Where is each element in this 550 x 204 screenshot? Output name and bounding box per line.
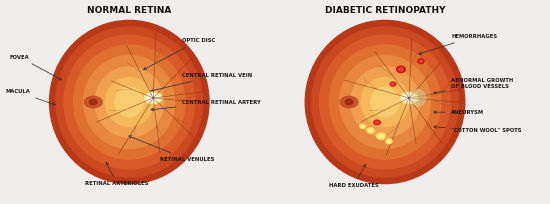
Text: OPTIC DISC: OPTIC DISC	[144, 38, 214, 70]
Text: NORMAL RETINA: NORMAL RETINA	[87, 6, 172, 15]
Ellipse shape	[74, 45, 185, 159]
Text: HEMORRHAGES: HEMORRHAGES	[419, 34, 497, 54]
Text: RETINAL VENULES: RETINAL VENULES	[129, 136, 214, 162]
Ellipse shape	[106, 78, 153, 126]
Ellipse shape	[369, 129, 372, 132]
Ellipse shape	[345, 99, 353, 105]
Ellipse shape	[392, 83, 394, 85]
Ellipse shape	[305, 20, 465, 184]
Ellipse shape	[150, 96, 156, 100]
Ellipse shape	[351, 67, 419, 137]
Ellipse shape	[390, 82, 396, 86]
Ellipse shape	[417, 59, 424, 64]
Ellipse shape	[400, 92, 417, 104]
Text: CENTRAL RETINAL VEIN: CENTRAL RETINAL VEIN	[151, 73, 252, 92]
Ellipse shape	[374, 120, 380, 125]
Ellipse shape	[115, 87, 144, 117]
Ellipse shape	[376, 121, 378, 124]
Text: ABNORMAL GROWTH
OF BLOOD VESSELS: ABNORMAL GROWTH OF BLOOD VESSELS	[433, 78, 513, 94]
Ellipse shape	[147, 94, 159, 102]
Ellipse shape	[89, 99, 97, 105]
Ellipse shape	[379, 135, 383, 138]
Ellipse shape	[360, 124, 365, 129]
Ellipse shape	[85, 96, 102, 108]
Ellipse shape	[84, 55, 175, 149]
Ellipse shape	[367, 128, 374, 133]
Text: DIABETIC RETINOPATHY: DIABETIC RETINOPATHY	[324, 6, 446, 15]
Ellipse shape	[387, 140, 390, 142]
Ellipse shape	[361, 125, 364, 128]
Ellipse shape	[145, 92, 162, 104]
Text: MACULA: MACULA	[6, 89, 56, 105]
Ellipse shape	[50, 20, 209, 184]
Ellipse shape	[397, 66, 405, 73]
Ellipse shape	[56, 27, 202, 177]
Ellipse shape	[419, 60, 422, 62]
Text: RETINAL ARTERIOLES: RETINAL ARTERIOLES	[85, 162, 148, 186]
Text: FOVEA: FOVEA	[10, 55, 62, 80]
Ellipse shape	[361, 78, 409, 126]
Text: CENTRAL RETINAL ARTERY: CENTRAL RETINAL ARTERY	[151, 100, 260, 111]
Ellipse shape	[312, 27, 458, 177]
Ellipse shape	[386, 139, 392, 144]
Text: "COTTON WOOL" SPOTS: "COTTON WOOL" SPOTS	[434, 125, 521, 133]
Ellipse shape	[403, 94, 415, 102]
Ellipse shape	[64, 35, 195, 169]
Ellipse shape	[339, 55, 431, 149]
Ellipse shape	[399, 68, 403, 71]
Ellipse shape	[371, 87, 399, 117]
Ellipse shape	[377, 133, 386, 140]
Ellipse shape	[329, 45, 441, 159]
Ellipse shape	[95, 67, 163, 137]
Ellipse shape	[411, 90, 426, 106]
Ellipse shape	[320, 35, 450, 169]
Text: HARD EXUDATES: HARD EXUDATES	[329, 164, 378, 188]
Ellipse shape	[406, 96, 412, 100]
Ellipse shape	[340, 96, 358, 108]
Text: ANEURYSM: ANEURYSM	[434, 110, 484, 115]
